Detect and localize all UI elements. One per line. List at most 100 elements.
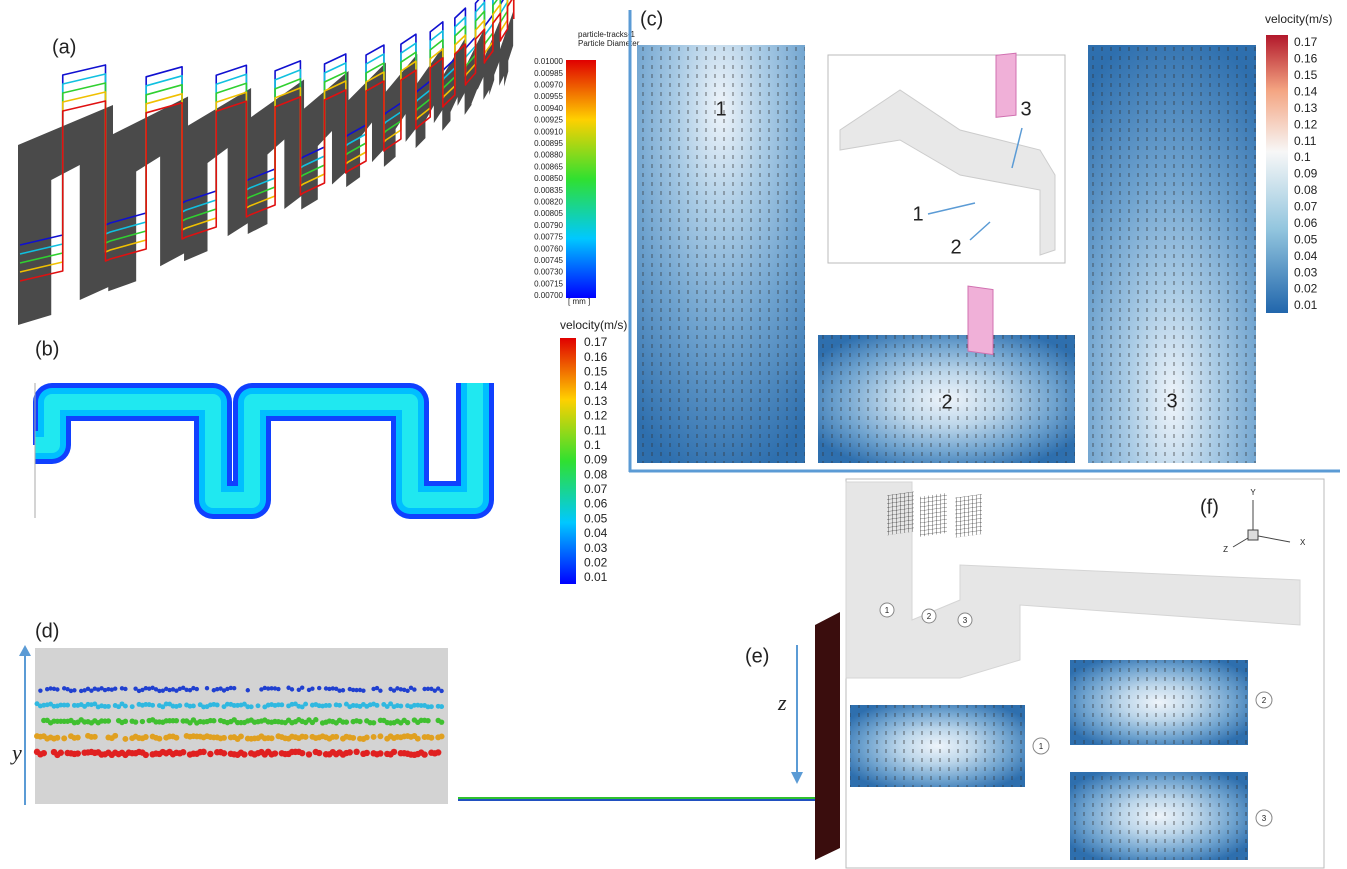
- plane-label: 2: [927, 612, 932, 621]
- axis-label: y: [10, 740, 22, 765]
- colorbar-label: 0.1: [1294, 150, 1311, 164]
- colorbar-label: 0.03: [1294, 265, 1318, 279]
- particle: [310, 687, 314, 691]
- particle: [377, 750, 383, 756]
- mesh-plane: [920, 493, 947, 537]
- colorbar-label: 0.14: [1294, 84, 1318, 98]
- particle: [303, 734, 309, 740]
- particle: [106, 718, 111, 723]
- particle: [143, 752, 149, 758]
- particle: [272, 750, 278, 756]
- vector-field: [1070, 660, 1248, 745]
- plane-label: 3: [1262, 814, 1267, 823]
- particle: [205, 686, 209, 690]
- inset-label: 1: [912, 203, 923, 225]
- colorbar-label: 0.08: [1294, 183, 1318, 197]
- particle: [133, 719, 138, 724]
- particle: [398, 704, 403, 709]
- colorbar-label: 0.00790: [534, 221, 563, 230]
- particle: [173, 735, 179, 741]
- panel-label: (c): [640, 8, 663, 30]
- colorbar-label: 0.09: [584, 453, 608, 467]
- colorbar-label: 0.00850: [534, 174, 563, 183]
- colorbar-label: 0.02: [1294, 282, 1318, 296]
- particle: [174, 718, 179, 723]
- inset-label: 3: [1020, 98, 1031, 120]
- arrow-head: [19, 645, 31, 656]
- particle: [347, 749, 353, 755]
- edge-view: [815, 612, 840, 860]
- plane-label: 3: [1166, 390, 1177, 412]
- colorbar-label: 0.12: [1294, 117, 1318, 131]
- colorbar-label: 0.00700: [534, 291, 563, 300]
- panel-label: (d): [35, 620, 59, 642]
- particle: [246, 688, 250, 692]
- particle: [364, 734, 370, 740]
- panel-label: (e): [745, 645, 769, 667]
- colorbar-label: 0.17: [584, 335, 608, 349]
- particle: [435, 749, 441, 755]
- particle: [350, 735, 356, 741]
- particle: [425, 718, 430, 723]
- plane-label: 2: [941, 391, 952, 413]
- particle: [75, 735, 81, 741]
- colorbar-label: 0.05: [1294, 232, 1318, 246]
- particle: [256, 703, 261, 708]
- particle: [61, 735, 67, 741]
- particle: [279, 702, 284, 707]
- mesh-plane: [887, 492, 914, 536]
- particle: [375, 703, 380, 708]
- colorbar-label: 0.07: [584, 482, 608, 496]
- particle: [439, 689, 443, 693]
- particle: [303, 702, 308, 707]
- plane-label: 1: [715, 98, 726, 120]
- colorbar-label: 0.00760: [534, 244, 563, 253]
- mesh-plane: [955, 494, 982, 538]
- colorbar-label: 0.00940: [534, 104, 563, 113]
- particle: [290, 687, 294, 691]
- legend-title: velocity(m/s): [1265, 12, 1332, 26]
- particle: [353, 749, 359, 755]
- particle: [180, 749, 186, 755]
- channel-block: [442, 37, 466, 131]
- particle: [415, 736, 421, 742]
- particle: [439, 704, 444, 709]
- colorbar: [566, 60, 596, 298]
- particle: [377, 733, 383, 739]
- particle: [112, 733, 118, 739]
- particle: [378, 689, 382, 693]
- colorbar-label: 0.06: [1294, 216, 1318, 230]
- particle: [140, 719, 145, 724]
- colorbar-label: 0.00730: [534, 268, 563, 277]
- particle: [58, 750, 64, 756]
- panel-label: (a): [52, 36, 76, 58]
- colorbar-label: 0.00865: [534, 162, 563, 171]
- colorbar-label: 0.00805: [534, 209, 563, 218]
- particle: [123, 719, 128, 724]
- particle: [106, 704, 111, 709]
- colorbar-label: 0.06: [584, 497, 608, 511]
- particle: [439, 719, 444, 724]
- colorbar-label: 0.14: [584, 379, 608, 393]
- particle: [55, 687, 59, 691]
- colorbar-label: 0.13: [1294, 101, 1318, 115]
- particle: [412, 687, 416, 691]
- vector-field: [1070, 772, 1248, 860]
- colorbar-label: 0.07: [1294, 200, 1318, 214]
- inset-label: 2: [950, 236, 961, 258]
- particle: [150, 703, 155, 708]
- panel-a: [18, 0, 514, 325]
- plane-label: 1: [1039, 742, 1044, 751]
- colorbar-label: 0.00985: [534, 69, 563, 78]
- panel-label: (b): [35, 338, 59, 360]
- particle: [54, 735, 60, 741]
- particle: [313, 717, 318, 722]
- colorbar-label: 0.17: [1294, 35, 1318, 49]
- axis-label: Z: [1223, 545, 1228, 554]
- vector-field: [850, 705, 1025, 787]
- particle: [276, 687, 280, 691]
- particle: [344, 719, 349, 724]
- particle: [207, 751, 213, 757]
- particle: [241, 751, 247, 757]
- legend-title: velocity(m/s): [560, 318, 627, 332]
